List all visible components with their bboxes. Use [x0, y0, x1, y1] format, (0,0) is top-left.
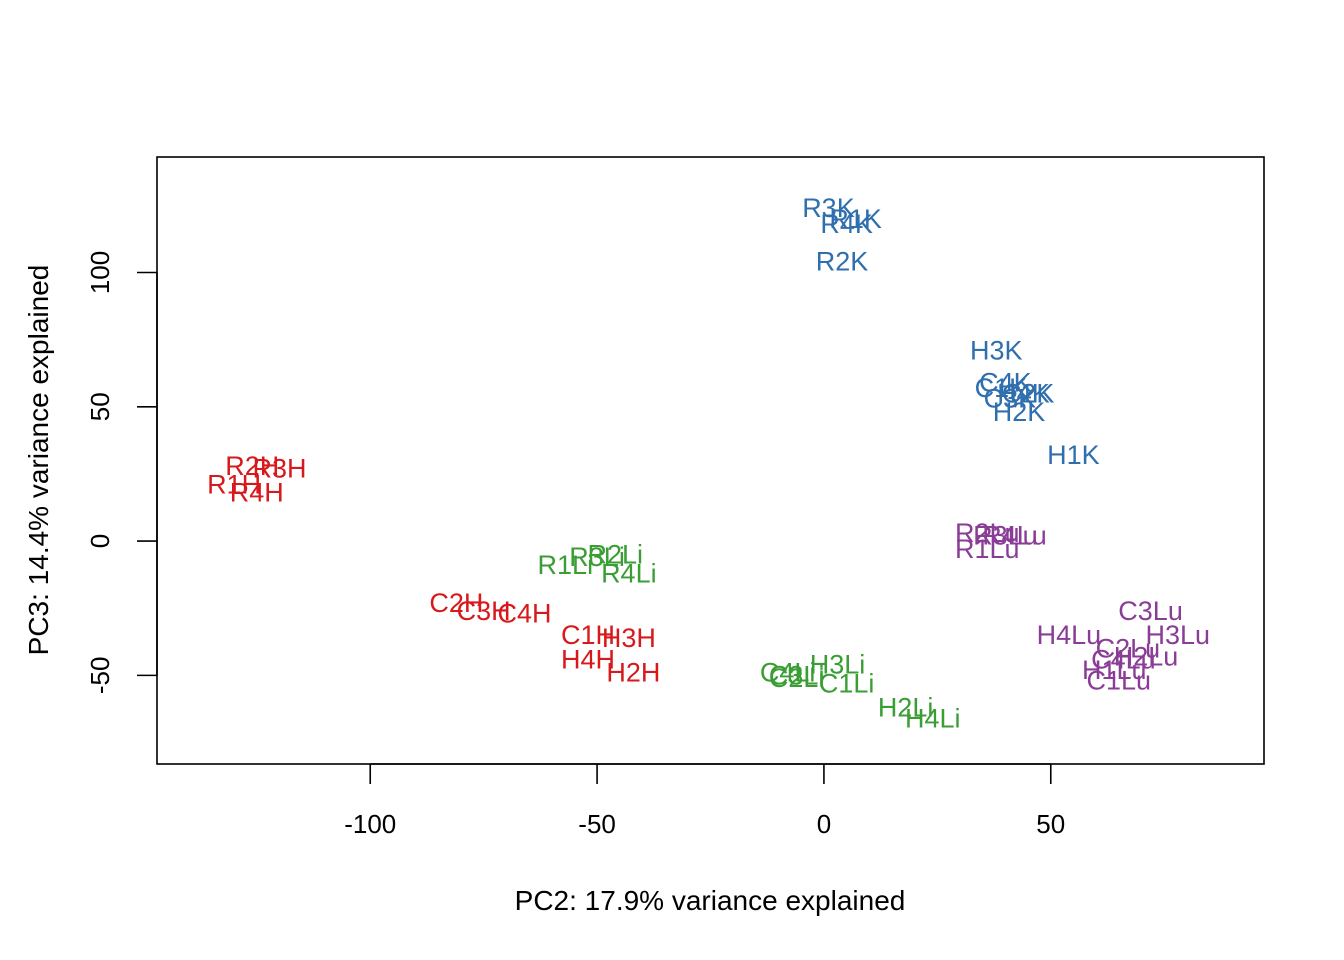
- point-label: R3K: [802, 193, 855, 223]
- x-axis: -100 -50 0 50: [344, 763, 1065, 839]
- y-tick-label: -50: [85, 657, 115, 695]
- point-label: C4Lu: [1091, 644, 1156, 674]
- point-label: R1K: [829, 204, 882, 234]
- point-label: R1Li: [538, 550, 594, 580]
- point-label: H3H: [602, 623, 656, 653]
- point-label: R2Li: [587, 540, 643, 570]
- point-label: C4H: [497, 599, 551, 629]
- y-tick-label: 100: [85, 251, 115, 294]
- point-label: C2H: [429, 588, 483, 618]
- y-tick-label: 0: [85, 534, 115, 548]
- point-label: R1Lu: [955, 534, 1020, 564]
- point-label: C2Lu: [1096, 634, 1161, 664]
- x-tick-label: -100: [344, 809, 396, 839]
- point-label: R2H: [225, 451, 279, 481]
- point-label: R3Li: [569, 542, 625, 572]
- point-label: R4Lu: [982, 521, 1047, 551]
- point-label: R4K: [820, 209, 873, 239]
- y-tick-label: 50: [85, 392, 115, 421]
- point-label: H2Li: [878, 693, 934, 723]
- point-label: H1K: [1047, 440, 1100, 470]
- point-label: R1H: [207, 470, 261, 500]
- point-label: H2Lu: [1114, 642, 1179, 672]
- point-label: H4H: [561, 644, 615, 674]
- point-label: C3Li: [769, 660, 825, 690]
- point-label: H3Lu: [1146, 620, 1211, 650]
- point-label: C1Li: [819, 668, 875, 698]
- point-label: C1K: [975, 373, 1028, 403]
- point-label: R4H: [230, 478, 284, 508]
- point-label: C2Li: [769, 663, 825, 693]
- point-label: H4Lu: [1037, 620, 1102, 650]
- point-label: H3Li: [810, 650, 866, 680]
- point-label: C3Lu: [1118, 596, 1183, 626]
- point-label: C3H: [457, 596, 511, 626]
- point-label: C4Li: [760, 658, 816, 688]
- point-label: C4K: [979, 368, 1032, 398]
- point-labels: R2HR3HR1HR4HC2HC3HC4HC1HH3HH4HH2HR2LiR3L…: [207, 193, 1210, 733]
- point-label: R3H: [252, 454, 306, 484]
- point-label: R3Lu: [973, 521, 1038, 551]
- x-axis-title: PC2: 17.9% variance explained: [515, 885, 906, 916]
- point-label: C3K: [984, 384, 1037, 414]
- point-label: H1Lu: [1082, 655, 1147, 685]
- point-label: R4Li: [601, 558, 657, 588]
- point-label: C2K: [1002, 378, 1055, 408]
- y-axis-title: PC3: 14.4% variance explained: [23, 265, 54, 656]
- point-label: C1Lu: [1087, 666, 1152, 696]
- point-label: H2H: [606, 658, 660, 688]
- point-label: H4Li: [905, 703, 961, 733]
- point-label: R2Lu: [955, 518, 1020, 548]
- y-axis: -50 0 50 100: [85, 251, 158, 695]
- point-label: H3K: [970, 335, 1023, 365]
- point-label: H2K: [993, 397, 1046, 427]
- point-label: R2K: [816, 247, 869, 277]
- x-tick-label: -50: [578, 809, 616, 839]
- point-label: C1H: [561, 620, 615, 650]
- x-tick-label: 0: [817, 809, 831, 839]
- point-label: H4K: [997, 378, 1050, 408]
- x-tick-label: 50: [1036, 809, 1065, 839]
